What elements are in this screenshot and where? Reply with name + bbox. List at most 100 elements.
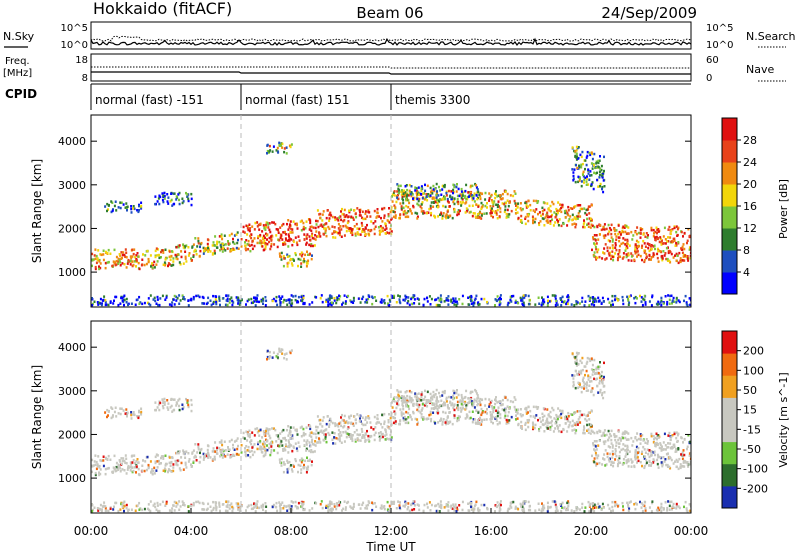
power-cell: [255, 299, 258, 303]
power-cell: [363, 228, 366, 232]
power-cell: [570, 303, 573, 306]
power-cell: [525, 204, 528, 207]
power-cell: [180, 250, 183, 253]
power-cell: [388, 232, 391, 235]
velocity-cell: [102, 459, 105, 462]
velocity-cell: [401, 395, 403, 398]
power-cell: [194, 237, 197, 240]
velocity-cell: [627, 432, 630, 435]
velocity-cell: [494, 399, 497, 402]
velocity-cell: [248, 435, 251, 439]
power-cell: [627, 299, 630, 302]
power-cell: [560, 224, 563, 228]
power-cell: [458, 194, 461, 198]
power-cell: [641, 258, 643, 262]
power-cell: [430, 190, 432, 194]
power-cell: [567, 205, 570, 209]
power-cell: [218, 240, 221, 244]
power-cell: [648, 300, 651, 303]
power-cell: [636, 297, 638, 300]
velocity-cell: [582, 431, 585, 435]
velocity-cell: [496, 423, 499, 426]
velocity-cell: [180, 456, 183, 459]
velocity-cell: [422, 416, 425, 419]
velocity-cell: [263, 433, 266, 436]
power-cell: [420, 192, 423, 196]
power-cell: [475, 203, 478, 206]
power-cell: [379, 231, 381, 234]
power-cell: [232, 240, 235, 244]
power-cell: [197, 239, 200, 243]
velocity-cell: [585, 389, 588, 392]
velocity-cell: [192, 449, 195, 452]
velocity-cell: [102, 455, 105, 458]
power-cell: [541, 206, 544, 210]
velocity-cell: [480, 398, 483, 401]
power-cell: [181, 197, 184, 200]
power-cell: [573, 168, 576, 171]
power-cell: [423, 211, 426, 215]
power-cell: [132, 205, 135, 208]
velocity-cell: [280, 464, 283, 467]
power-cell: [510, 300, 513, 303]
velocity-cell: [578, 416, 581, 419]
power-cell: [610, 303, 612, 307]
power-cell: [245, 239, 248, 242]
velocity-cell: [364, 416, 367, 419]
power-cell: [607, 239, 610, 242]
power-cell: [596, 256, 599, 260]
velocity-cell: [132, 469, 135, 473]
power-cell: [122, 203, 125, 206]
power-cell: [588, 217, 591, 220]
power-cell: [594, 255, 597, 259]
power-cell: [171, 301, 174, 304]
velocity-cell: [414, 392, 417, 395]
power-cell: [206, 238, 209, 241]
power-cell: [689, 254, 691, 258]
velocity-cell: [475, 400, 478, 403]
power-cell: [256, 297, 258, 300]
velocity-cell: [595, 464, 598, 467]
velocity-cell: [625, 451, 628, 454]
velocity-cell: [433, 395, 436, 399]
power-cell: [588, 174, 591, 177]
power-cell: [170, 304, 173, 307]
velocity-cell: [682, 459, 685, 463]
power-cell: [608, 227, 611, 230]
velocity-cell: [334, 436, 337, 440]
power-cell: [406, 192, 409, 195]
velocity-cell: [399, 423, 401, 426]
velocity-cell: [364, 423, 367, 427]
velocity-cell: [456, 506, 458, 510]
velocity-cell: [356, 413, 359, 416]
velocity-cell: [132, 413, 135, 416]
velocity-cell: [296, 449, 299, 453]
velocity-cell: [291, 508, 294, 511]
power-cell: [681, 251, 684, 255]
power-cell: [118, 253, 121, 256]
velocity-cell: [634, 451, 637, 454]
power-cell: [402, 210, 405, 214]
velocity-cell: [656, 458, 659, 462]
power-cell: [529, 209, 532, 212]
velocity-cell: [344, 506, 347, 509]
power-cell: [452, 297, 455, 300]
velocity-cell: [461, 500, 464, 504]
power-cell: [96, 301, 99, 304]
power-cell: [675, 241, 678, 245]
velocity-cell: [218, 446, 221, 450]
power-cell: [230, 248, 233, 252]
power-cell: [104, 300, 107, 304]
power-cell: [420, 207, 423, 210]
velocity-cell: [479, 401, 482, 404]
velocity-cell: [174, 459, 177, 463]
power-cell: [438, 198, 441, 201]
velocity-cell: [271, 441, 274, 444]
power-cell: [683, 259, 686, 262]
power-cell: [187, 304, 190, 307]
velocity-cell: [167, 470, 169, 473]
velocity-cell: [615, 454, 618, 458]
velocity-cell: [625, 459, 628, 462]
power-cell: [192, 255, 195, 258]
velocity-cell: [303, 444, 306, 447]
